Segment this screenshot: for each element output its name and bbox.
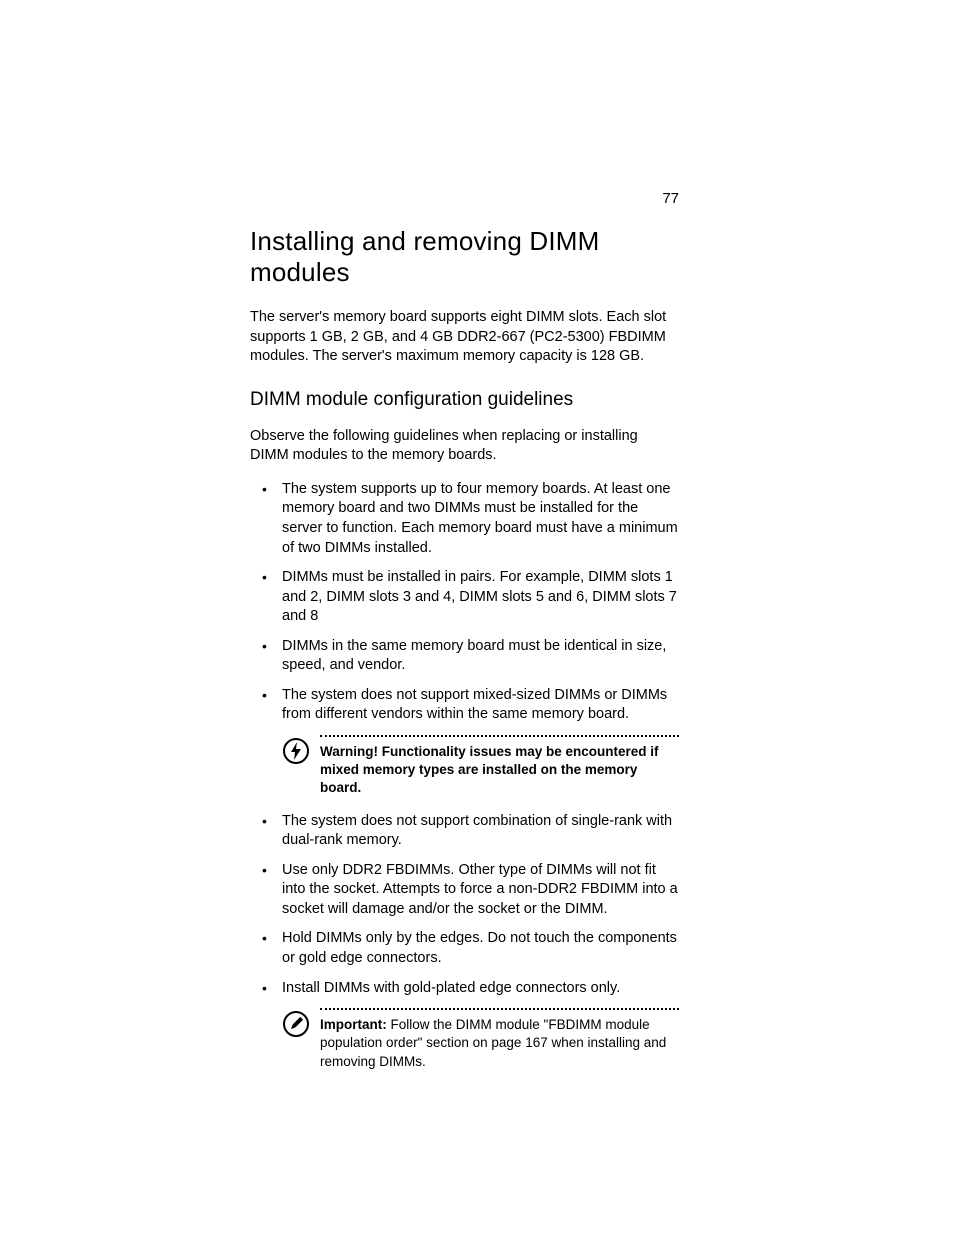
page-number: 77 <box>662 190 679 207</box>
observe-paragraph: Observe the following guidelines when re… <box>250 427 679 466</box>
warning-body: Warning! Functionality issues may be enc… <box>320 735 679 798</box>
list-item: The system supports up to four memory bo… <box>250 480 679 558</box>
dotted-divider <box>320 735 679 737</box>
warning-text: Warning! Functionality issues may be enc… <box>320 743 679 798</box>
lightning-icon <box>282 737 310 765</box>
list-item: Hold DIMMs only by the edges. Do not tou… <box>250 929 679 968</box>
bullet-list-bottom: The system does not support combination … <box>250 812 679 999</box>
important-body: Important: Follow the DIMM module "FBDIM… <box>320 1008 679 1071</box>
page-title: Installing and removing DIMM modules <box>250 226 679 288</box>
pencil-icon <box>282 1010 310 1038</box>
important-label: Important: <box>320 1017 387 1032</box>
intro-paragraph: The server's memory board supports eight… <box>250 308 679 367</box>
list-item: The system does not support combination … <box>250 812 679 851</box>
list-item: DIMMs in the same memory board must be i… <box>250 637 679 676</box>
bullet-list-top: The system supports up to four memory bo… <box>250 480 679 725</box>
warning-callout: Warning! Functionality issues may be enc… <box>282 735 679 798</box>
list-item: Use only DDR2 FBDIMMs. Other type of DIM… <box>250 861 679 920</box>
important-callout: Important: Follow the DIMM module "FBDIM… <box>282 1008 679 1071</box>
list-item: The system does not support mixed-sized … <box>250 686 679 725</box>
important-text: Important: Follow the DIMM module "FBDIM… <box>320 1016 679 1071</box>
dotted-divider <box>320 1008 679 1010</box>
section-subtitle: DIMM module configuration guidelines <box>250 389 679 411</box>
list-item: Install DIMMs with gold-plated edge conn… <box>250 979 679 999</box>
list-item: DIMMs must be installed in pairs. For ex… <box>250 568 679 627</box>
document-page: 77 Installing and removing DIMM modules … <box>0 0 954 1235</box>
